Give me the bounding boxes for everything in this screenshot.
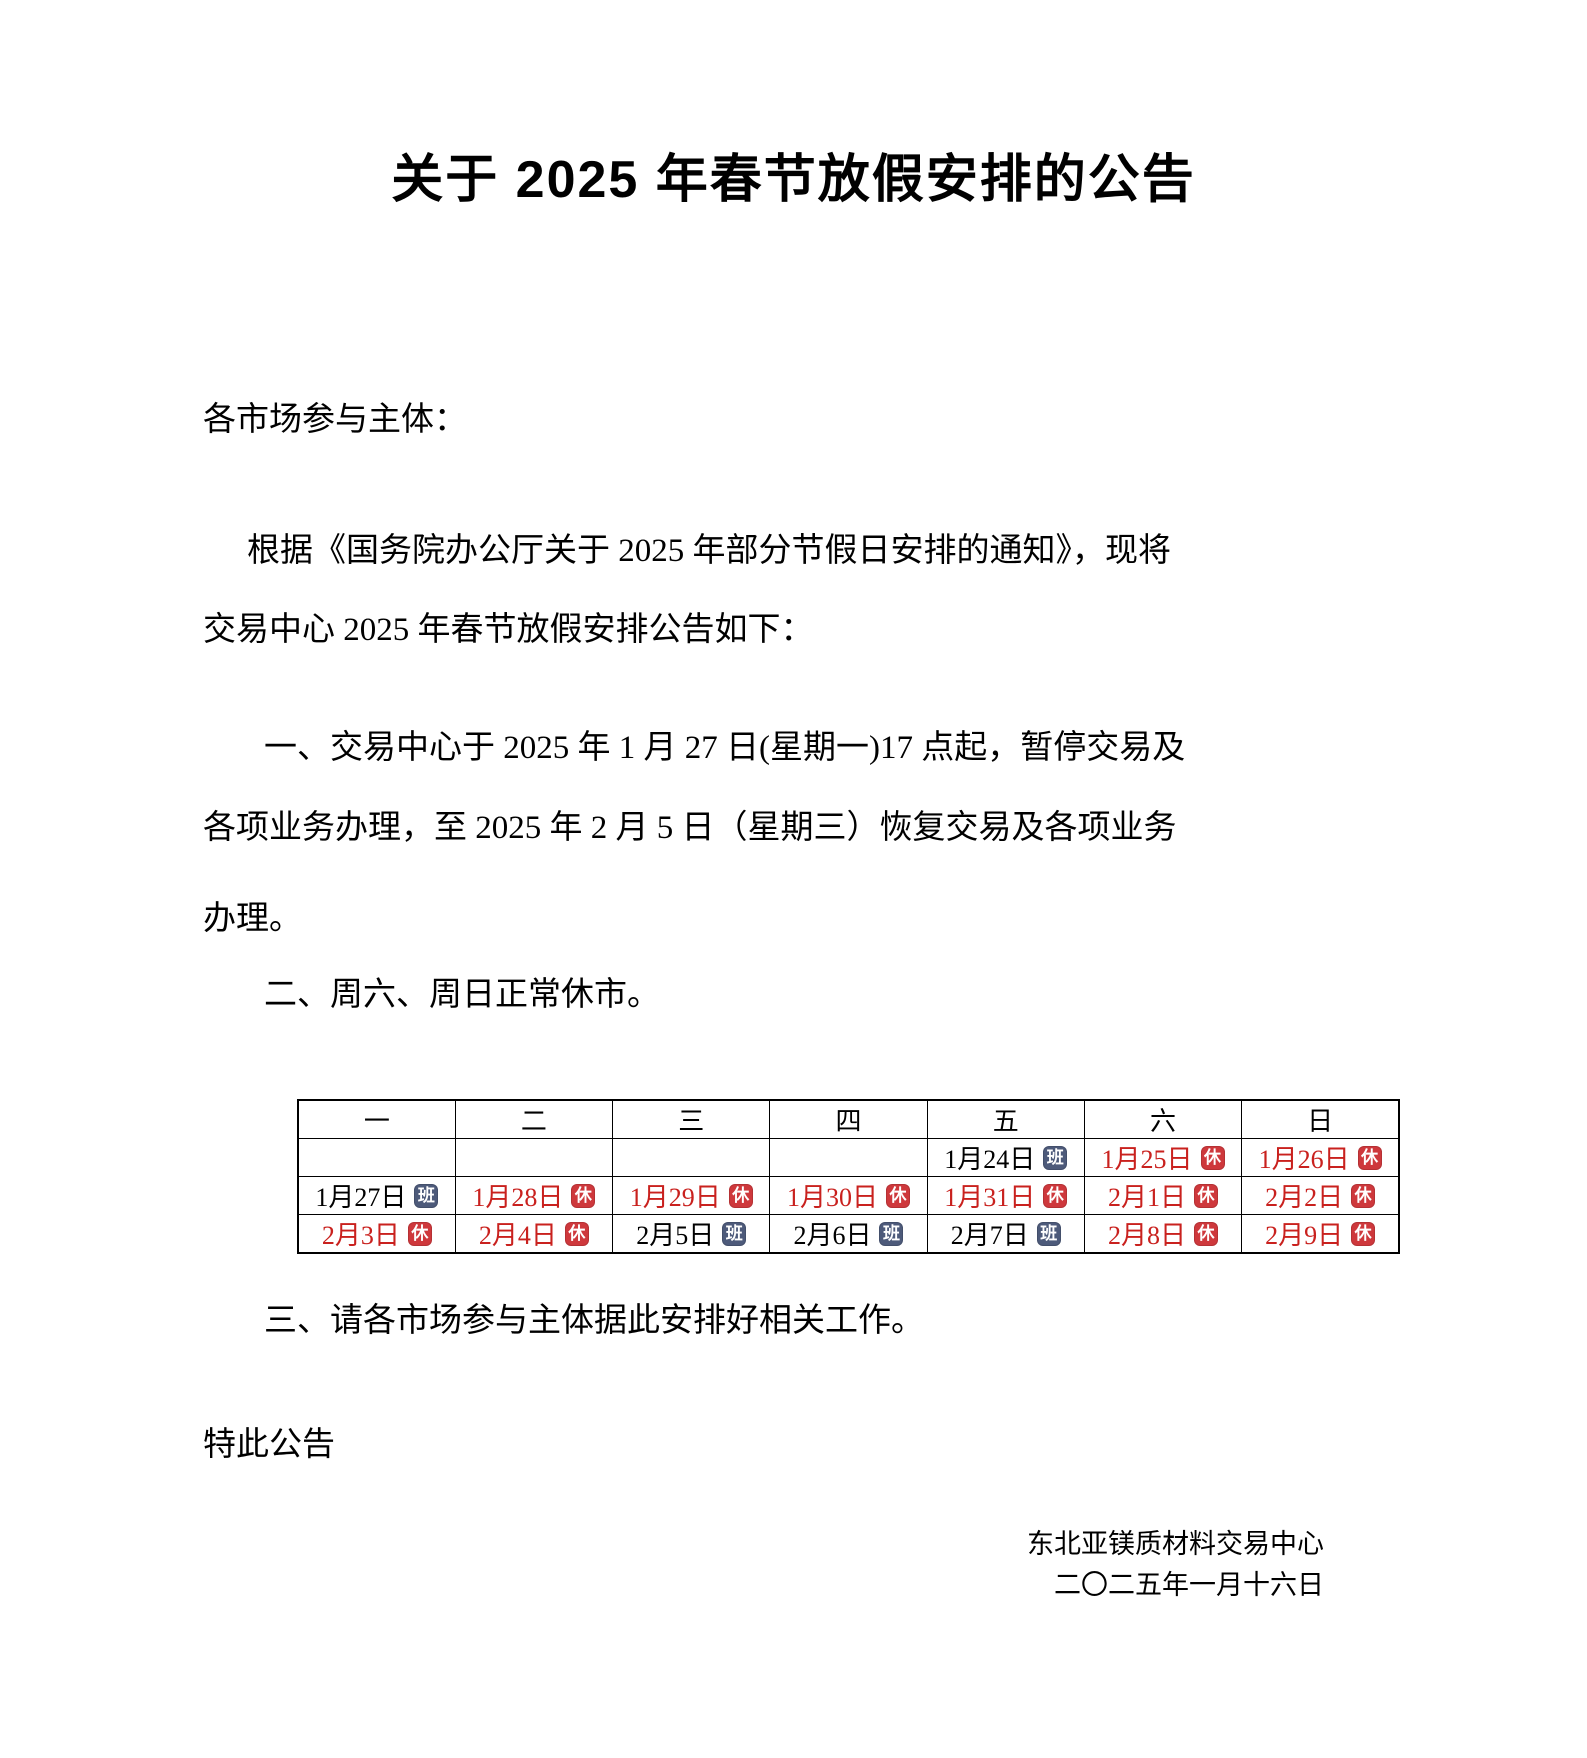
restday-badge: 休 <box>1351 1183 1376 1208</box>
workday-badge: 班 <box>1036 1221 1061 1246</box>
paragraph-line: 一、交易中心于 2025 年 1 月 27 日(星期一)17 点起，暂停交易及 <box>264 730 1186 766</box>
paragraph-line: 根据《国务院办公厅关于 2025 年部分节假日安排的通知》，现将 <box>247 533 1171 569</box>
restday-badge: 休 <box>571 1183 596 1208</box>
calendar-day-cell <box>769 1138 928 1177</box>
restday-badge: 休 <box>407 1221 432 1246</box>
calendar-day-cell: 1月25日休 <box>1083 1138 1243 1177</box>
calendar-day-cell: 1月29日休 <box>612 1176 771 1215</box>
date-label: 1月30日 <box>786 1183 878 1212</box>
paragraph-line: 二、周六、周日正常休市。 <box>264 977 660 1013</box>
restday-badge: 休 <box>1043 1183 1068 1208</box>
workday-badge: 班 <box>722 1221 747 1246</box>
closing-line: 特此公告 <box>203 1427 335 1463</box>
date-label: 2月8日 <box>1108 1221 1187 1250</box>
paragraph-line: 三、请各市场参与主体据此安排好相关工作。 <box>264 1303 924 1339</box>
date-label: 1月25日 <box>1101 1145 1193 1174</box>
date-label: 1月26日 <box>1258 1145 1350 1174</box>
calendar-day-cell: 2月5日班 <box>612 1214 771 1254</box>
restday-badge: 休 <box>728 1183 753 1208</box>
weekday-header: 二 <box>454 1099 614 1139</box>
table-row: 2月3日休 2月4日休 2月5日班 2月6日班 2月7日班 2月8日休 2月9日休 <box>297 1214 1400 1254</box>
workday-badge: 班 <box>1043 1145 1068 1170</box>
calendar-day-cell: 1月27日班 <box>297 1176 456 1215</box>
calendar-day-cell: 1月28日休 <box>454 1176 614 1215</box>
date-label: 2月1日 <box>1108 1183 1187 1212</box>
weekday-header: 六 <box>1083 1099 1243 1139</box>
table-row: 1月27日班 1月28日休 1月29日休 1月30日休 1月31日休 2月1日休 2月2日休 <box>297 1176 1400 1215</box>
calendar-day-cell: 1月26日休 <box>1241 1138 1400 1177</box>
date-label: 2月2日 <box>1265 1183 1344 1212</box>
signature-org: 东北亚镁质材料交易中心 <box>1027 1529 1324 1559</box>
calendar-day-cell: 2月6日班 <box>769 1214 928 1254</box>
date-label: 1月24日 <box>944 1145 1036 1174</box>
date-label: 1月29日 <box>629 1183 721 1212</box>
weekday-header: 一 <box>297 1099 456 1139</box>
calendar-day-cell: 2月4日休 <box>454 1214 614 1254</box>
calendar-header-row: 一二三四五六日 <box>297 1099 1400 1139</box>
weekday-header: 三 <box>612 1099 771 1139</box>
workday-badge: 班 <box>879 1221 904 1246</box>
weekday-header: 五 <box>926 1099 1085 1139</box>
calendar-day-cell <box>297 1138 456 1177</box>
holiday-calendar-table: 一二三四五六日 1月24日班 1月25日休 1月26日休 1月27日班 1月28日休 1月… <box>297 1099 1400 1254</box>
restday-badge: 休 <box>1351 1221 1376 1246</box>
calendar-day-cell: 2月2日休 <box>1241 1176 1400 1215</box>
restday-badge: 休 <box>885 1183 910 1208</box>
workday-badge: 班 <box>414 1183 439 1208</box>
calendar-day-cell <box>612 1138 771 1177</box>
page-title: 关于 2025 年春节放假安排的公告 <box>391 151 1196 209</box>
paragraph-line: 各项业务办理，至 2025 年 2 月 5 日（星期三）恢复交易及各项业务 <box>203 810 1177 846</box>
date-label: 1月31日 <box>944 1183 1036 1212</box>
calendar-day-cell: 2月9日休 <box>1241 1214 1400 1254</box>
calendar-day-cell: 1月31日休 <box>926 1176 1085 1215</box>
restday-badge: 休 <box>1194 1183 1219 1208</box>
calendar-day-cell <box>454 1138 614 1177</box>
calendar-day-cell: 1月24日班 <box>926 1138 1085 1177</box>
weekday-header-row: 一二三四五六日 <box>297 1099 1400 1139</box>
date-label: 2月5日 <box>636 1221 715 1250</box>
date-label: 1月28日 <box>472 1183 564 1212</box>
date-label: 2月7日 <box>950 1221 1029 1250</box>
paragraph-line: 交易中心 2025 年春节放假安排公告如下： <box>203 612 814 648</box>
restday-badge: 休 <box>1357 1145 1382 1170</box>
weekday-header: 四 <box>769 1099 928 1139</box>
date-label: 2月9日 <box>1265 1221 1344 1250</box>
paragraph-line: 办理。 <box>203 901 302 937</box>
restday-badge: 休 <box>1200 1145 1225 1170</box>
weekday-header: 日 <box>1241 1099 1400 1139</box>
calendar-day-cell: 2月3日休 <box>297 1214 456 1254</box>
table-row: 1月24日班 1月25日休 1月26日休 <box>297 1138 1400 1177</box>
calendar-day-cell: 2月8日休 <box>1083 1214 1243 1254</box>
date-label: 2月4日 <box>478 1221 557 1250</box>
salutation-line: 各市场参与主体： <box>203 402 467 438</box>
calendar-day-cell: 2月1日休 <box>1083 1176 1243 1215</box>
calendar-day-cell: 1月30日休 <box>769 1176 928 1215</box>
date-label: 2月6日 <box>793 1221 872 1250</box>
restday-badge: 休 <box>564 1221 589 1246</box>
date-label: 2月3日 <box>321 1221 400 1250</box>
date-label: 1月27日 <box>315 1183 407 1212</box>
calendar-body: 1月24日班 1月25日休 1月26日休 1月27日班 1月28日休 1月29日休 1月30… <box>297 1138 1400 1254</box>
signature-date: 二〇二五年一月十六日 <box>1054 1570 1324 1600</box>
signature-block: 东北亚镁质材料交易中心 二〇二五年一月十六日 <box>203 1524 1324 1606</box>
calendar-day-cell: 2月7日班 <box>926 1214 1085 1254</box>
restday-badge: 休 <box>1194 1221 1219 1246</box>
